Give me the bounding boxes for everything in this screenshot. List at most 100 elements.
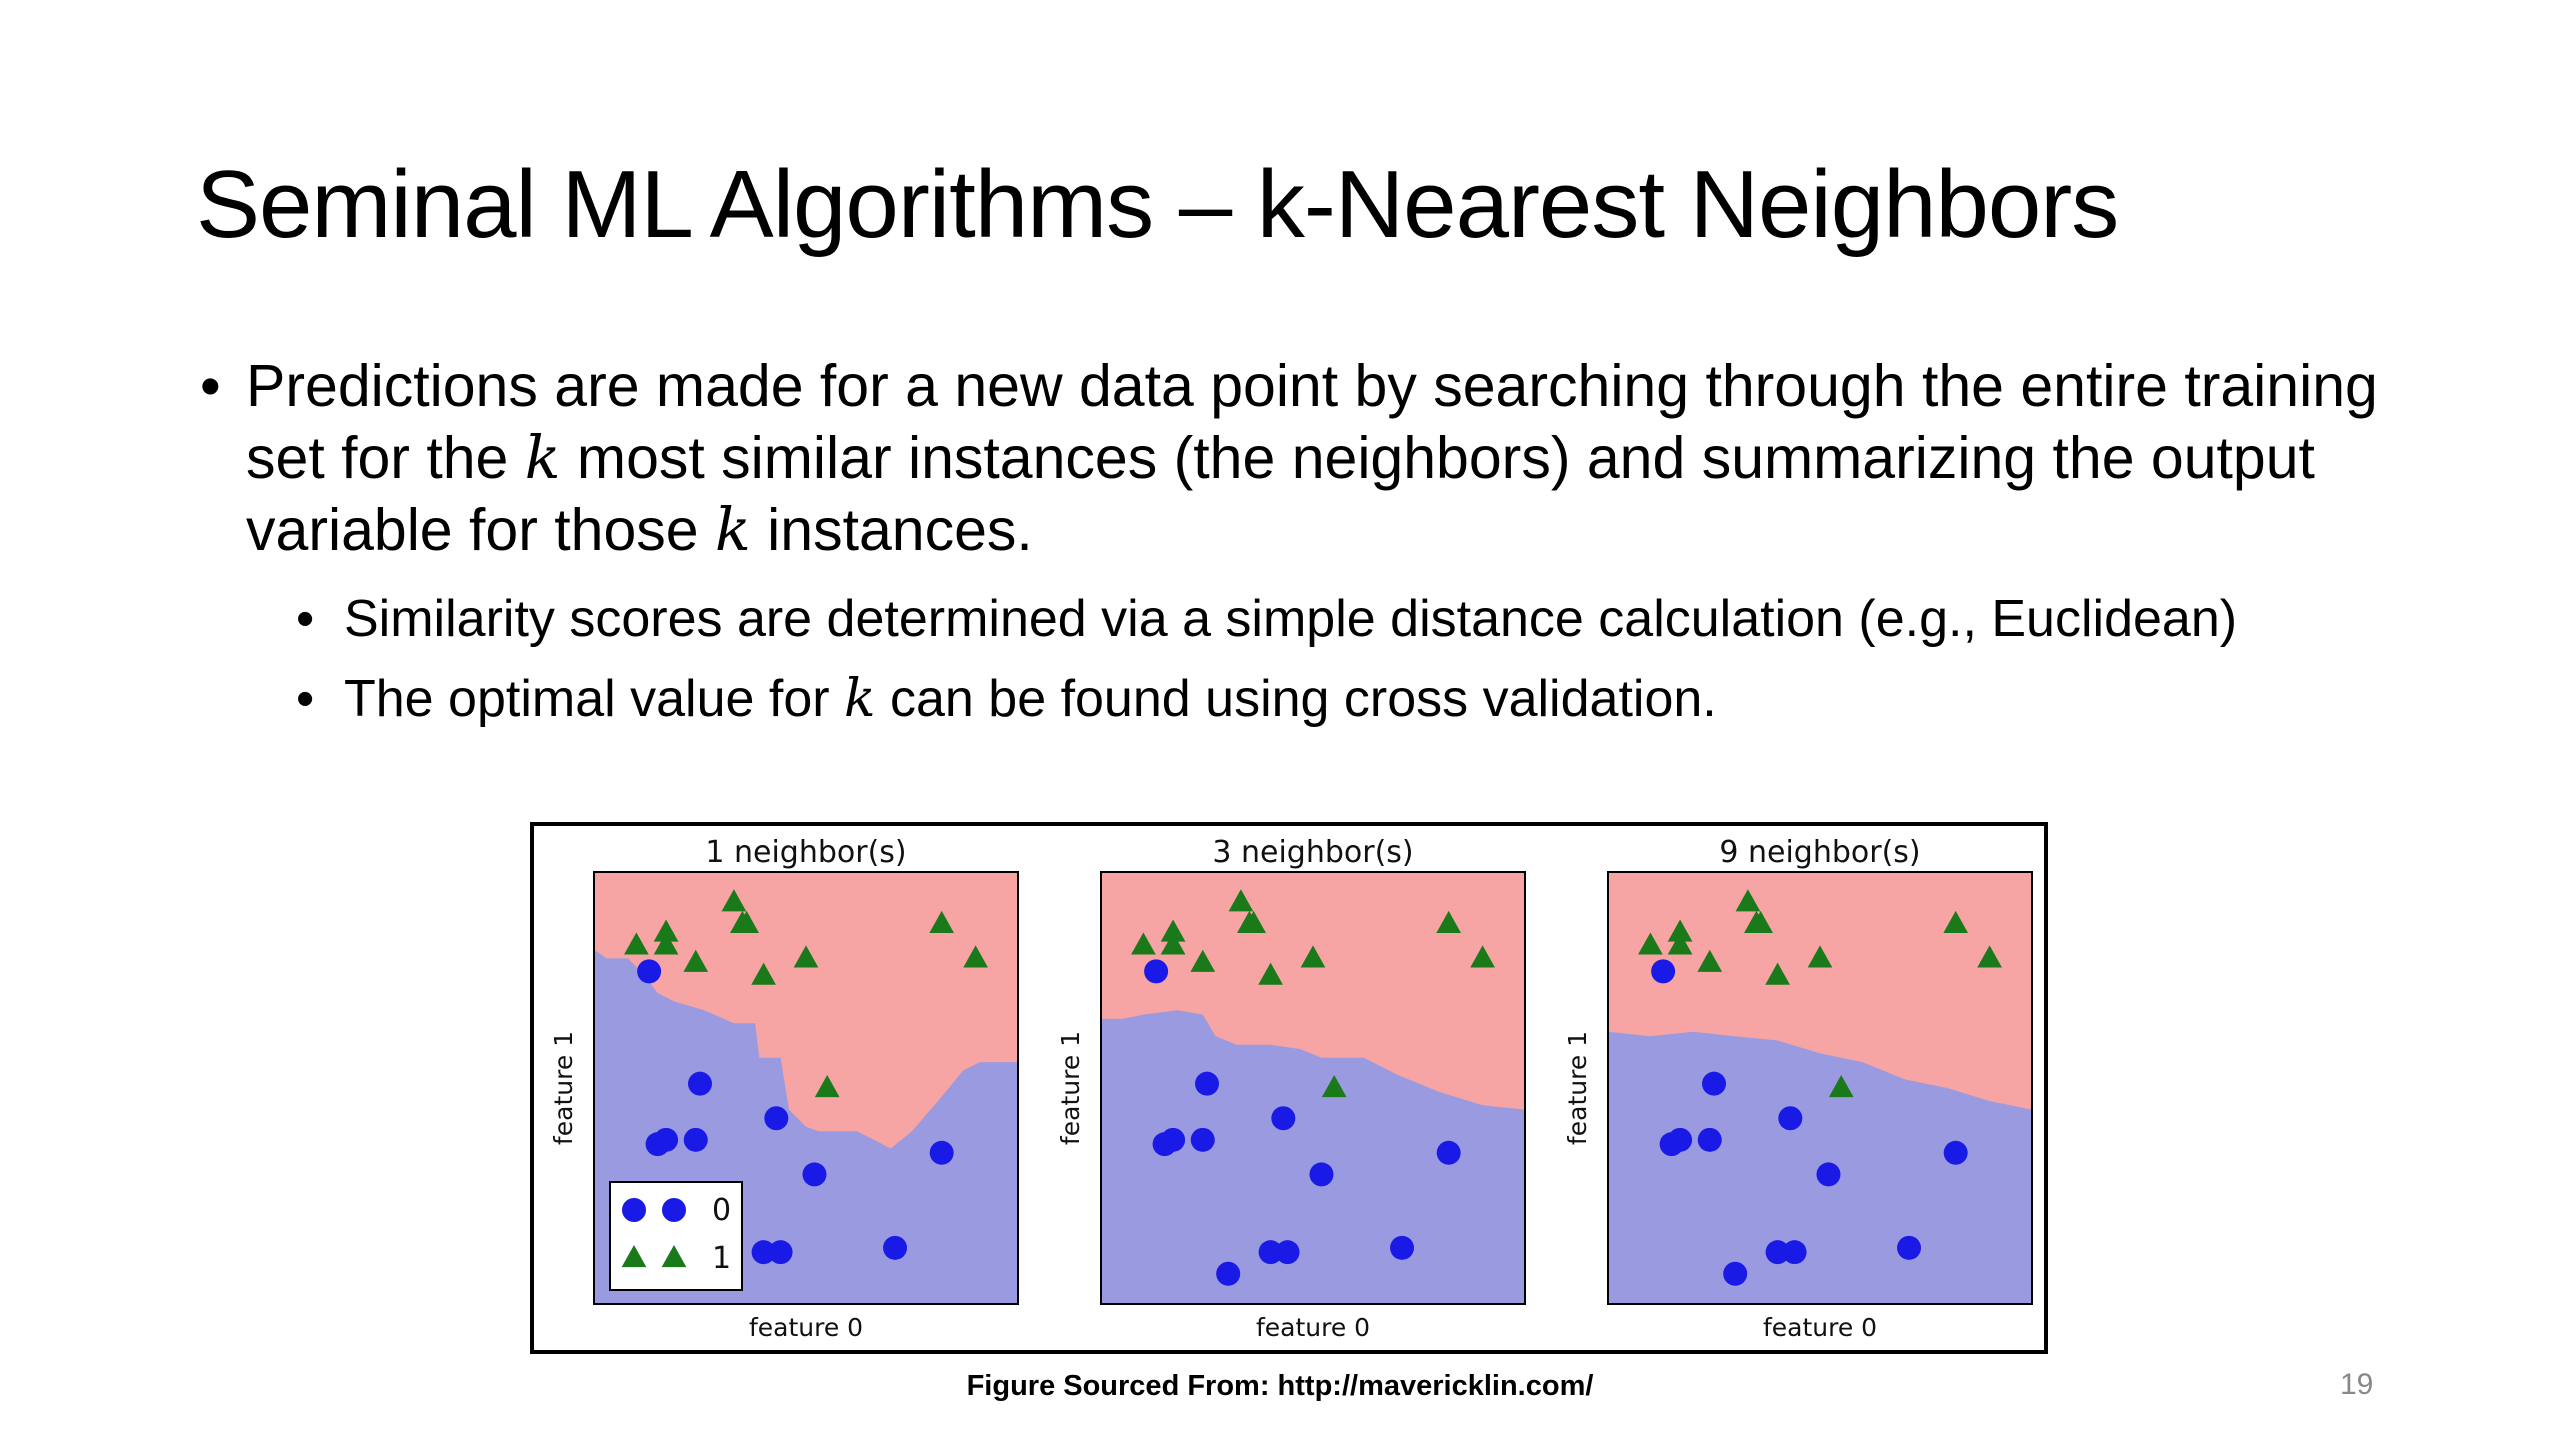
- data-point-class-1: [1748, 910, 1773, 933]
- data-point-class-1: [653, 919, 679, 942]
- x-axis-label: feature 0: [749, 1313, 863, 1342]
- knn-figure-svg: 1 neighbor(s) feature 0 feature 1 0 1 3 neigh…: [549, 835, 2033, 1342]
- sub-bullet-text-part-2: can be found using cross validation.: [875, 670, 1717, 728]
- data-point-class-1: [929, 910, 955, 933]
- y-axis-label: feature 1: [1563, 1031, 1592, 1145]
- data-point-class-0: [1161, 1127, 1186, 1152]
- data-point-class-1: [751, 962, 776, 985]
- data-point-class-1: [963, 945, 988, 968]
- data-point-class-1: [1828, 1075, 1854, 1098]
- data-point-class-1: [1160, 932, 1186, 955]
- panel-title: 9 neighbor(s): [1719, 835, 1920, 870]
- data-point-class-1: [1735, 889, 1761, 912]
- plot-frame: [1100, 871, 1526, 1305]
- page-number: 19: [2340, 1368, 2374, 1401]
- data-point-class-0: [1765, 1240, 1790, 1265]
- data-point-class-1: [624, 932, 649, 955]
- data-point-class-0: [764, 1106, 789, 1131]
- legend-marker-class-0: [662, 1198, 686, 1222]
- y-axis-label: feature 1: [549, 1031, 578, 1145]
- sub-bullet-text: Similarity scores are determined via a s…: [344, 590, 2238, 648]
- x-axis-label: feature 0: [1763, 1313, 1877, 1342]
- x-axis-label: feature 0: [1256, 1313, 1370, 1342]
- data-point-class-0: [1436, 1140, 1461, 1165]
- data-point-class-0: [751, 1240, 776, 1265]
- decision-region-class-1: [1101, 872, 1525, 1110]
- data-point-class-1: [1807, 945, 1833, 968]
- data-point-class-1: [1190, 949, 1216, 972]
- sub-bullet-glyph: •: [296, 590, 315, 648]
- bullet-text-part-1: Predictions are made for a new data poin…: [246, 353, 2378, 491]
- bullet-list: • Predictions are made for a new data po…: [200, 350, 2440, 730]
- data-point-class-1: [814, 1075, 840, 1098]
- data-point-class-1: [683, 949, 709, 972]
- data-point-class-0: [1144, 959, 1169, 984]
- data-point-class-1: [1160, 919, 1186, 942]
- data-point-class-0: [1216, 1261, 1241, 1286]
- data-point-class-1: [721, 889, 747, 912]
- plot-frame: [1607, 871, 2033, 1305]
- data-point-class-0: [1271, 1106, 1296, 1131]
- bullet-text-part-2: most similar instances (the neighbors) a…: [246, 425, 2315, 563]
- bullet-glyph: •: [200, 353, 221, 419]
- data-point-class-0: [1778, 1106, 1803, 1131]
- panel-title: 1 neighbor(s): [705, 835, 906, 870]
- data-point-class-0: [1816, 1162, 1841, 1187]
- data-point-class-1: [1131, 932, 1156, 955]
- data-point-class-0: [1897, 1235, 1922, 1260]
- sub-bullet-text-part-1: The optimal value for: [344, 670, 845, 728]
- data-point-class-1: [1258, 962, 1283, 985]
- data-point-class-0: [929, 1140, 954, 1165]
- legend-label-class-1: 1: [712, 1241, 731, 1276]
- data-point-class-0: [883, 1235, 908, 1260]
- data-point-class-0: [802, 1162, 827, 1187]
- data-point-class-1: [653, 932, 679, 955]
- plot-frame: [593, 871, 1019, 1305]
- data-point-class-1: [1977, 945, 2002, 968]
- data-point-class-0: [1390, 1235, 1415, 1260]
- legend-label-class-0: 0: [712, 1193, 731, 1228]
- data-point-class-1: [1943, 910, 1969, 933]
- sub-bullet-similarity: • Similarity scores are determined via a…: [296, 588, 2440, 650]
- decision-region-class-1: [594, 872, 1018, 1149]
- data-point-class-1: [1300, 945, 1326, 968]
- legend-marker-class-1: [621, 1245, 647, 1268]
- data-point-class-1: [734, 910, 759, 933]
- slide-title: Seminal ML Algorithms – k-Nearest Neighb…: [196, 151, 2119, 258]
- bullet-item-main: • Predictions are made for a new data po…: [200, 350, 2440, 566]
- legend-marker-class-1: [661, 1245, 687, 1268]
- data-point-class-1: [1667, 932, 1693, 955]
- data-point-class-0: [1943, 1140, 1968, 1165]
- data-point-class-0: [637, 959, 662, 984]
- data-point-class-0: [1195, 1071, 1219, 1096]
- k-symbol: k: [714, 495, 751, 564]
- data-point-class-0: [1190, 1127, 1215, 1152]
- panel-title: 3 neighbor(s): [1212, 835, 1413, 870]
- data-point-class-1: [1470, 945, 1495, 968]
- sub-bullet-glyph: •: [296, 670, 315, 728]
- y-axis-label: feature 1: [1056, 1031, 1085, 1145]
- data-point-class-1: [1697, 949, 1723, 972]
- legend-marker-class-0: [622, 1198, 646, 1222]
- data-point-class-0: [1697, 1127, 1722, 1152]
- data-point-class-0: [1723, 1261, 1748, 1286]
- k-symbol: k: [524, 423, 561, 492]
- data-point-class-1: [1228, 889, 1254, 912]
- data-point-class-1: [1667, 919, 1693, 942]
- data-point-class-1: [793, 945, 819, 968]
- data-point-class-0: [1651, 959, 1676, 984]
- sub-bullet-cross-validation: • The optimal value for k can be found u…: [296, 668, 2440, 730]
- knn-figure: 1 neighbor(s) feature 0 feature 1 0 1 3 neigh…: [530, 822, 2048, 1354]
- data-point-class-1: [1321, 1075, 1347, 1098]
- figure-caption: Figure Sourced From: http://mavericklin.…: [966, 1370, 1594, 1402]
- data-point-class-0: [1782, 1240, 1807, 1265]
- data-point-class-0: [768, 1240, 793, 1265]
- data-point-class-1: [1765, 962, 1790, 985]
- k-symbol: k: [844, 669, 876, 729]
- data-point-class-0: [1702, 1071, 1726, 1096]
- data-point-class-1: [1638, 932, 1663, 955]
- data-point-class-1: [1241, 910, 1266, 933]
- data-point-class-0: [1275, 1240, 1300, 1265]
- data-point-class-0: [683, 1127, 708, 1152]
- data-point-class-1: [1436, 910, 1462, 933]
